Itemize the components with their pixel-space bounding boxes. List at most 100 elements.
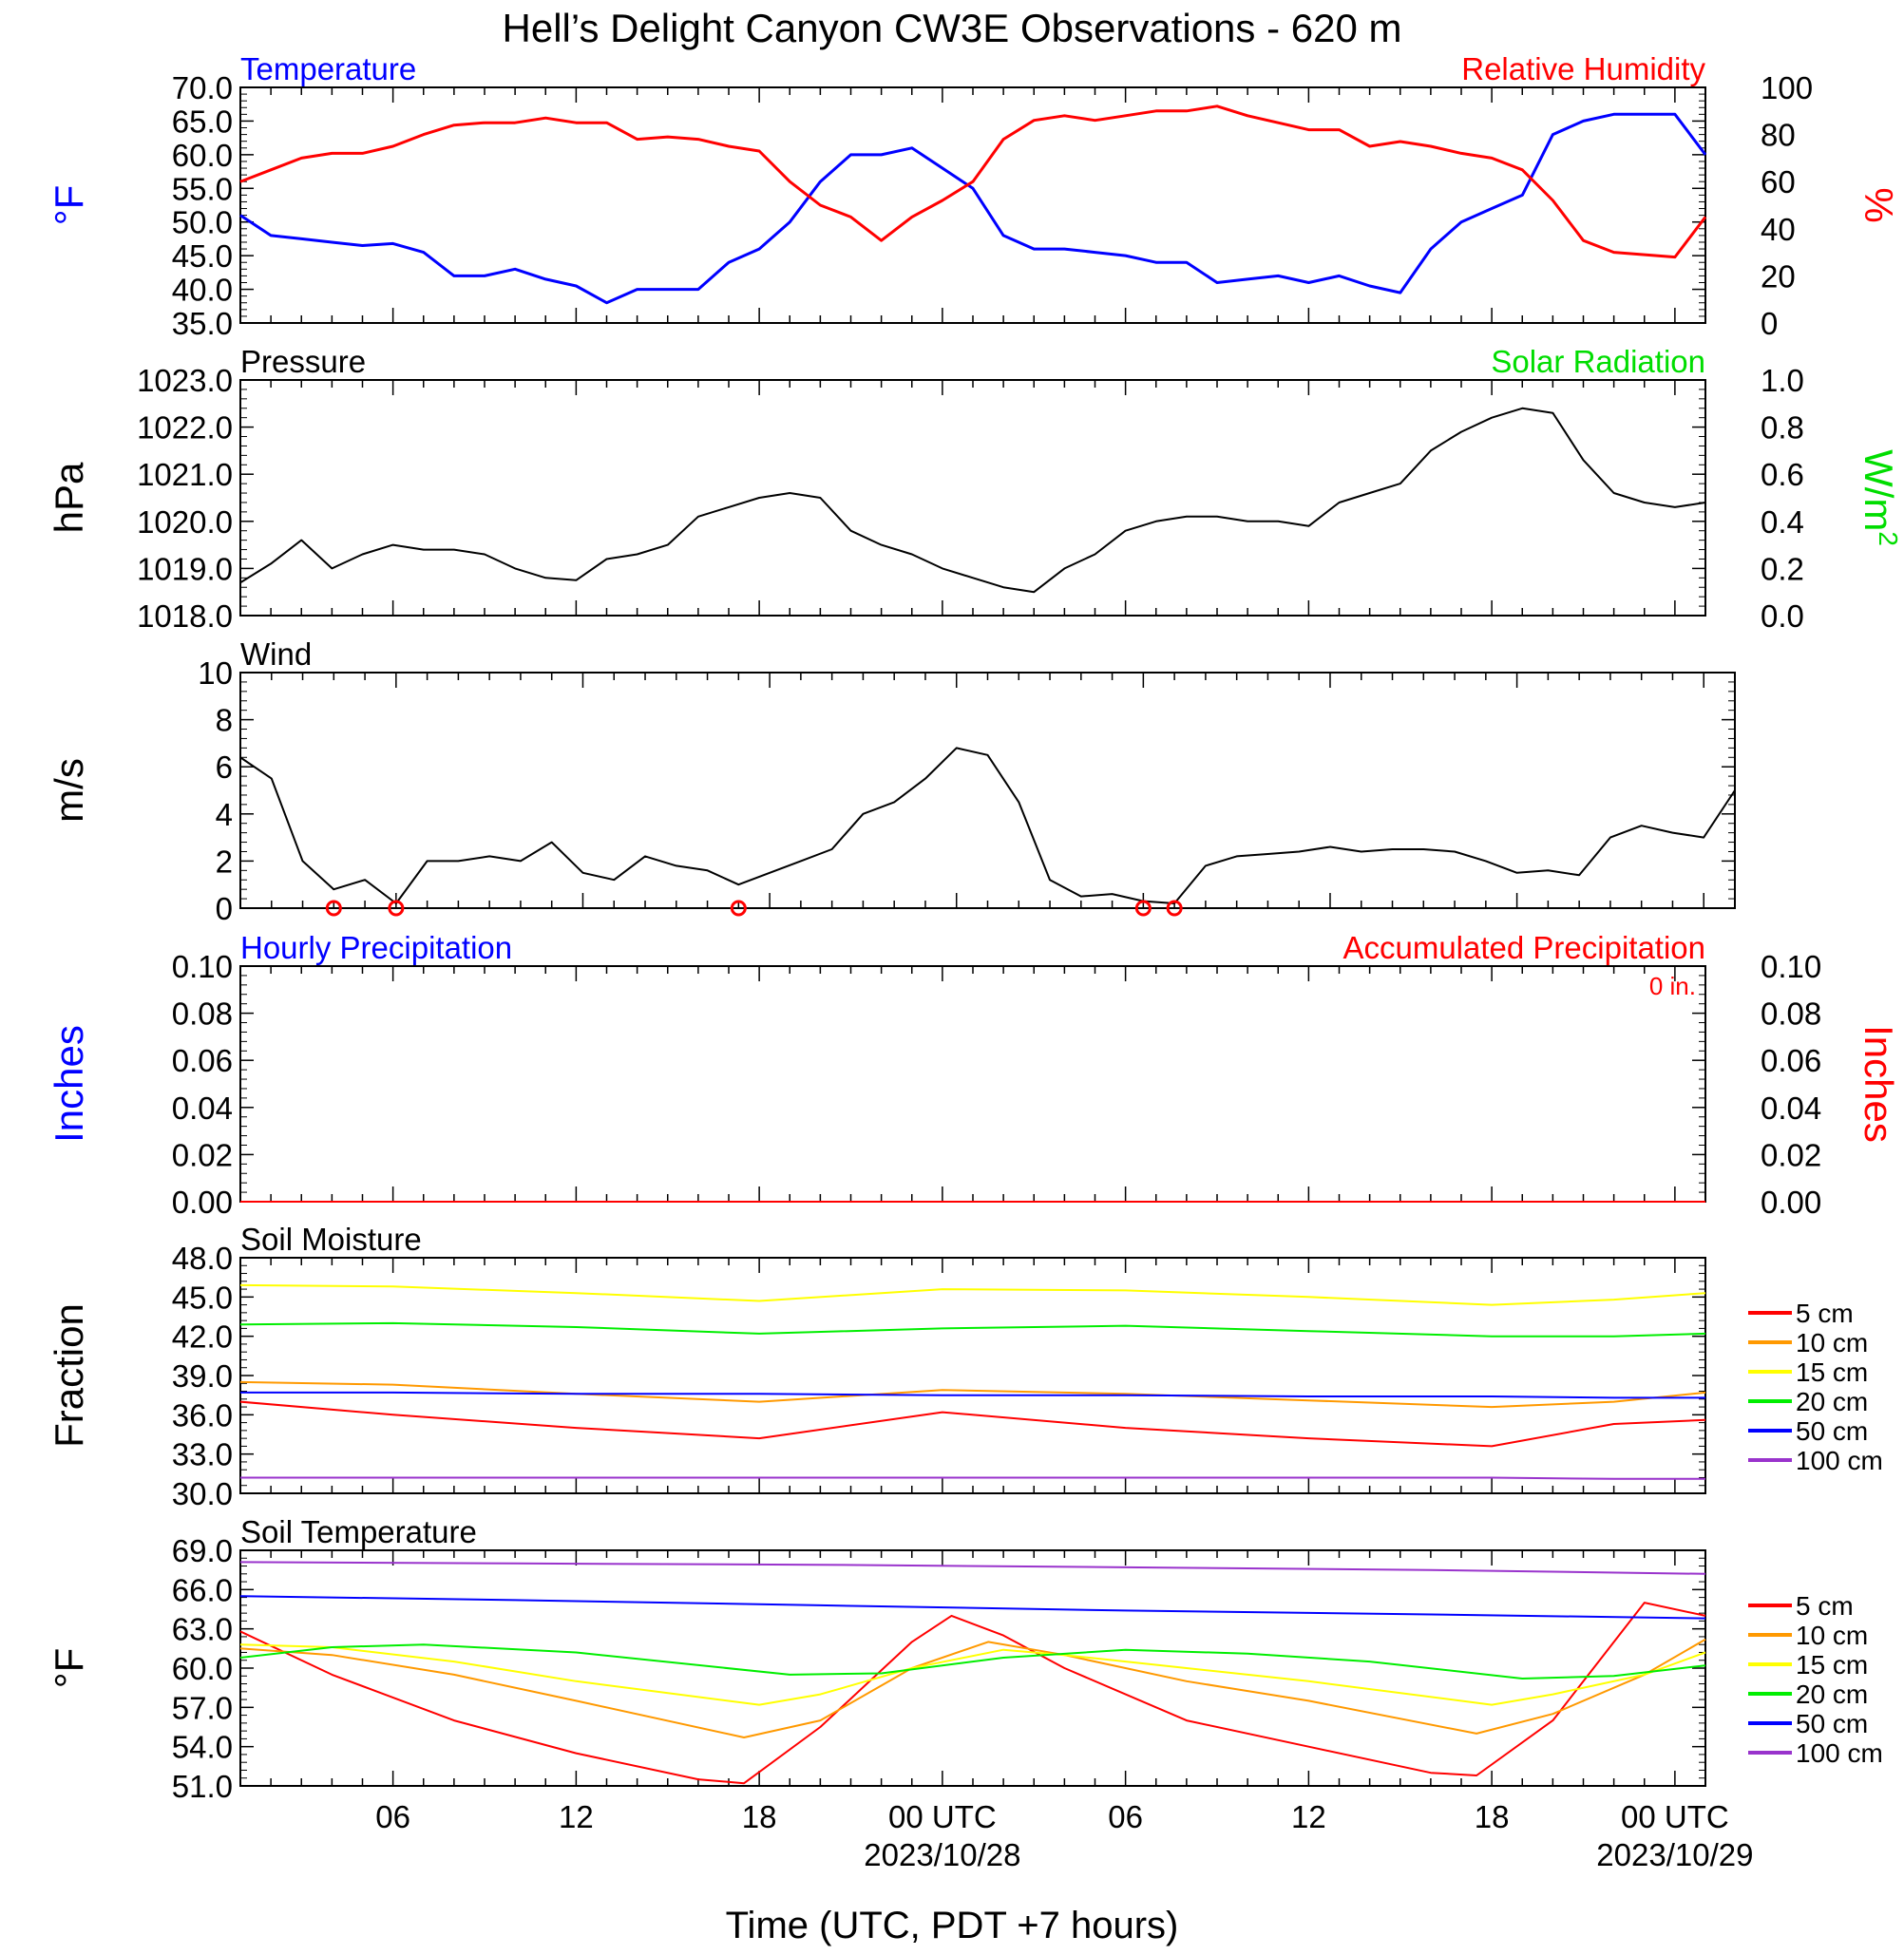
panel-wind: 10 8 6 4 2 0 Wind m/s xyxy=(47,636,1736,926)
y-tick-label-right: 0.04 xyxy=(1761,1091,1821,1126)
series-10-cm xyxy=(239,1638,1706,1738)
x-tick-label: 18 xyxy=(742,1799,777,1834)
accumulated-total: 0 in. xyxy=(1649,972,1696,1000)
y-tick-label-left: 1023.0 xyxy=(137,363,233,398)
panels: 70.065.060.055.050.045.040.035.010080604… xyxy=(47,51,1904,1804)
y-axis-label-left: °F xyxy=(47,1648,91,1688)
legend-label: 50 cm xyxy=(1796,1416,1868,1446)
series-15-cm xyxy=(239,1283,1706,1306)
y-axis-label-left: hPa xyxy=(47,462,91,533)
y-tick-label-left: 0.06 xyxy=(172,1043,233,1078)
panel-temp_rh: 70.065.060.055.050.045.040.035.0 100 80 60 4… xyxy=(47,51,1901,341)
y-tick-label-left: 45.0 xyxy=(172,238,233,274)
y-axis-label-right: Inches xyxy=(1856,1025,1901,1143)
x-tick-label: 12 xyxy=(1291,1799,1326,1834)
y-tick-label-left: 55.0 xyxy=(172,171,233,206)
y-tick-label-left: 1018.0 xyxy=(137,598,233,634)
y-tick-label-left: 8 xyxy=(216,703,233,738)
y-tick-label-left: 50.0 xyxy=(172,205,233,240)
y-tick-label-left: 0.00 xyxy=(172,1185,233,1220)
legend-label: 5 cm xyxy=(1796,1299,1854,1328)
y-axis-label-left: m/s xyxy=(47,758,91,823)
y-tick-label-right: 0.8 xyxy=(1761,410,1804,446)
panel-title-right: Relative Humidity xyxy=(1461,51,1705,86)
legend-label: 100 cm xyxy=(1796,1738,1883,1768)
y-tick-label-left: 6 xyxy=(216,750,233,785)
panel-soil_temperature: 69.0 66.0 63.0 60.0 57.0 54.0 51.0 Soil Tempera… xyxy=(47,1514,1883,1804)
y-tick-label-right: 0.10 xyxy=(1761,949,1821,984)
plot-frame xyxy=(239,379,1706,617)
legend-label: 10 cm xyxy=(1796,1328,1868,1357)
x-date-label: 2023/10/28 xyxy=(864,1837,1020,1872)
y-tick-label-left: 66.0 xyxy=(172,1572,233,1607)
series-100-cm xyxy=(239,1561,1706,1575)
legend-label: 15 cm xyxy=(1796,1650,1868,1680)
series-50-cm xyxy=(239,1595,1706,1620)
plot-frame xyxy=(239,1549,1706,1787)
y-tick-label-left: 54.0 xyxy=(172,1730,233,1765)
panel-precip: 0.10 0.08 0.06 0.04 0.02 0.00 0.10 0.08 0.06 0.04… xyxy=(47,930,1901,1220)
y-tick-label-left: 36.0 xyxy=(172,1397,233,1433)
y-tick-label-left: 60.0 xyxy=(172,138,233,173)
series-10-cm xyxy=(239,1380,1706,1409)
legend-label: 20 cm xyxy=(1796,1680,1868,1709)
plot-frame xyxy=(239,965,1706,1203)
y-tick-label-left: 48.0 xyxy=(172,1241,233,1276)
y-tick-label-left: 30.0 xyxy=(172,1476,233,1511)
y-tick-label-right: 0 xyxy=(1761,306,1778,341)
series-20-cm xyxy=(239,1321,1706,1338)
panel-soil_moisture: 48.0 45.0 42.039.036.0 33.0 30.0 Soil Moistur… xyxy=(47,1222,1883,1511)
y-tick-label-left: 70.0 xyxy=(172,70,233,105)
y-tick-label-left: 40.0 xyxy=(172,273,233,308)
y-tick-label-left: 1020.0 xyxy=(137,504,233,540)
y-axis-label-left: Fraction xyxy=(47,1303,91,1448)
y-tick-label-left: 10 xyxy=(198,655,233,691)
y-axis-label-left: °F xyxy=(47,185,91,225)
series-wind xyxy=(239,747,1736,904)
unit-superscript: 2 xyxy=(1875,531,1904,546)
plot-frame xyxy=(239,86,1706,324)
x-date-label: 2023/10/29 xyxy=(1596,1837,1753,1872)
series-temperature xyxy=(239,112,1707,305)
y-tick-label-left: 0.04 xyxy=(172,1091,233,1126)
y-tick-label-left: 1019.0 xyxy=(137,551,233,586)
panel-title-right: Accumulated Precipitation xyxy=(1342,930,1705,965)
y-tick-label-right: 1.0 xyxy=(1761,363,1804,398)
y-tick-label-left: 0.10 xyxy=(172,949,233,984)
calm-wind-marker xyxy=(388,900,405,917)
y-tick-label-left: 1022.0 xyxy=(137,410,233,446)
y-tick-label-left: 35.0 xyxy=(172,306,233,341)
y-tick-label-left: 39.0 xyxy=(172,1358,233,1394)
y-tick-label-left: 2 xyxy=(216,844,233,879)
series-pressure xyxy=(239,407,1706,594)
y-tick-label-left: 0.02 xyxy=(172,1137,233,1172)
y-tick-label-left: 4 xyxy=(216,797,233,832)
x-tick-label: 12 xyxy=(559,1799,594,1834)
y-tick-label-left: 60.0 xyxy=(172,1651,233,1686)
legend-label: 10 cm xyxy=(1796,1621,1868,1650)
y-tick-label-left: 65.0 xyxy=(172,104,233,139)
y-tick-label-left: 0.08 xyxy=(172,996,233,1032)
panel-pressure: 1023.0 1022.0 1021.0 1020.0 1019.0 1018.0 1.0 0… xyxy=(47,344,1904,634)
y-tick-label-left: 69.0 xyxy=(172,1533,233,1568)
y-tick-label-right: 20 xyxy=(1761,258,1796,294)
calm-wind-marker xyxy=(1166,900,1183,917)
series-50-cm xyxy=(240,1391,1705,1399)
y-tick-label-right: 0.00 xyxy=(1761,1185,1821,1220)
x-tick-label: 00 UTC xyxy=(1621,1799,1729,1834)
y-tick-label-right: 80 xyxy=(1761,118,1796,153)
panel-title-left: Wind xyxy=(240,636,312,672)
series-5-cm xyxy=(239,1602,1706,1785)
plot-frame xyxy=(239,672,1736,909)
x-tick-label: 18 xyxy=(1475,1799,1510,1834)
y-tick-label-right: 60 xyxy=(1761,164,1796,199)
y-tick-label-right: 40 xyxy=(1761,212,1796,247)
panel-title-left: Hourly Precipitation xyxy=(240,930,512,965)
y-tick-label-left: 45.0 xyxy=(172,1280,233,1315)
series-100-cm xyxy=(240,1476,1705,1480)
series-20-cm xyxy=(239,1643,1706,1680)
series-relative-humidity xyxy=(239,104,1707,259)
y-axis-label-right: % xyxy=(1856,187,1901,222)
calm-wind-marker xyxy=(730,900,747,917)
